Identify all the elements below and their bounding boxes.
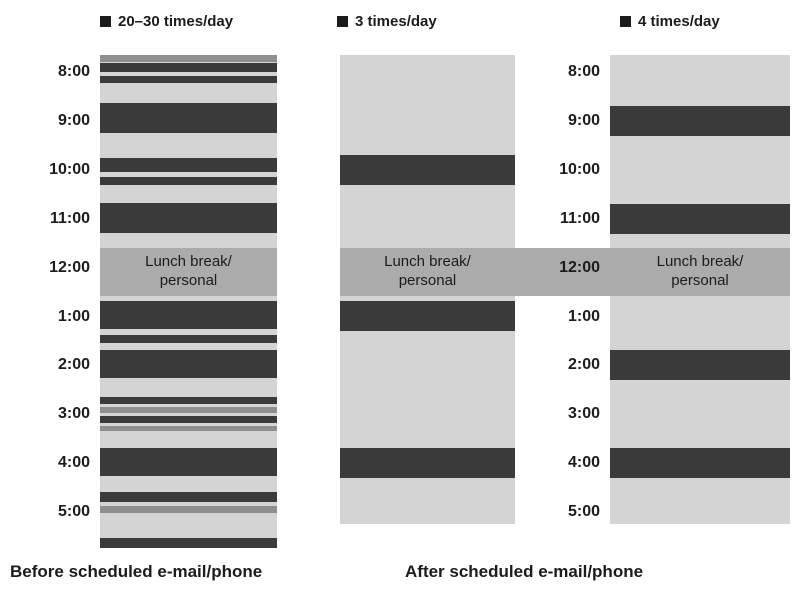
schedule-stripe [100, 350, 277, 378]
hour-label-800: 8:00 [567, 63, 600, 80]
lunch-label-line2: personal [671, 272, 729, 289]
hour-label-400: 4:00 [567, 454, 600, 472]
hour-label-1200: 12:00 [559, 258, 600, 276]
lunch-break-band: Lunch break/personal [610, 248, 790, 296]
legend-before: 20–30 times/day [100, 13, 233, 30]
hour-label-1200: 12:00 [49, 258, 90, 276]
hour-label-900: 9:00 [57, 111, 90, 129]
hour-label-1100: 11:00 [49, 209, 90, 227]
hour-label-200: 2:00 [567, 356, 600, 374]
bar-after-3x-schedule: Lunch break/personal [340, 55, 515, 524]
schedule-stripe [100, 158, 277, 172]
schedule-stripe [100, 538, 277, 548]
schedule-stripe [100, 492, 277, 502]
hour-labels-left: 8:00 9:00 10:00 11:00 12:00 1:00 2:00 3:00 4:00 5… [10, 55, 90, 548]
schedule-stripe [340, 155, 515, 185]
schedule-stripe [100, 335, 277, 343]
schedule-stripe [100, 177, 277, 185]
schedule-stripe [100, 407, 277, 413]
schedule-stripe [100, 426, 277, 431]
hour-label-500: 5:00 [567, 503, 600, 521]
hour-label-1100: 11:00 [559, 209, 600, 227]
schedule-stripe [100, 301, 277, 329]
bar-before-schedule: Lunch break/personal [100, 55, 277, 548]
schedule-stripe [100, 397, 277, 404]
schedule-stripe [610, 106, 790, 136]
legend-swatch-icon [337, 16, 348, 27]
hour-label-1000: 10:00 [49, 160, 90, 178]
legend-swatch-icon [100, 16, 111, 27]
schedule-stripe [100, 63, 277, 72]
schedule-stripe [100, 416, 277, 423]
bar-after-4x-schedule: Lunch break/personal [610, 55, 790, 524]
hour-label-300: 3:00 [567, 405, 600, 423]
hour-label-800: 8:00 [57, 63, 90, 80]
lunch-break-band: Lunch break/personal [340, 248, 515, 296]
lunch-label-line1: Lunch break/ [656, 253, 744, 271]
lunch-label-line2: personal [159, 272, 218, 289]
hour-label-300: 3:00 [57, 405, 90, 423]
schedule-stripe [100, 448, 277, 476]
schedule-stripe [100, 103, 277, 133]
hour-labels-middle: 8:00 9:00 10:00 11:00 12:00 1:00 2:00 3:00 4:00 5… [520, 55, 600, 524]
lunch-break-band: Lunch break/personal [100, 248, 277, 296]
lunch-label-line1: Lunch break/ [384, 253, 471, 271]
legend-label-before: 20–30 times/day [118, 13, 234, 30]
lunch-band-connector [515, 248, 610, 296]
hour-label-100: 1:00 [567, 307, 600, 325]
schedule-stripe [340, 301, 515, 331]
lunch-label-line2: personal [398, 272, 457, 289]
schedule-stripe [100, 506, 277, 513]
schedule-stripe [100, 203, 277, 233]
hour-label-200: 2:00 [57, 356, 90, 374]
schedule-stripe [100, 76, 277, 83]
hour-label-900: 9:00 [567, 111, 600, 129]
caption-before: Before scheduled e-mail/phone [10, 562, 263, 581]
schedule-stripe [610, 448, 790, 478]
schedule-stripe [610, 350, 790, 380]
caption-after: After scheduled e-mail/phone [405, 562, 644, 581]
schedule-stripe [100, 55, 277, 62]
lunch-label-line1: Lunch break/ [145, 253, 232, 271]
legend-label-after-3x: 3 times/day [355, 13, 437, 30]
hour-label-100: 1:00 [57, 307, 90, 325]
legend-swatch-icon [620, 16, 631, 27]
hour-label-500: 5:00 [57, 503, 90, 521]
legend-after-4x: 4 times/day [620, 13, 720, 30]
hour-label-400: 4:00 [57, 454, 90, 472]
hour-label-1000: 10:00 [559, 160, 600, 178]
legend-label-after-4x: 4 times/day [638, 13, 720, 30]
legend-after-3x: 3 times/day [337, 13, 437, 30]
schedule-stripe [340, 448, 515, 478]
schedule-stripe [610, 204, 790, 234]
